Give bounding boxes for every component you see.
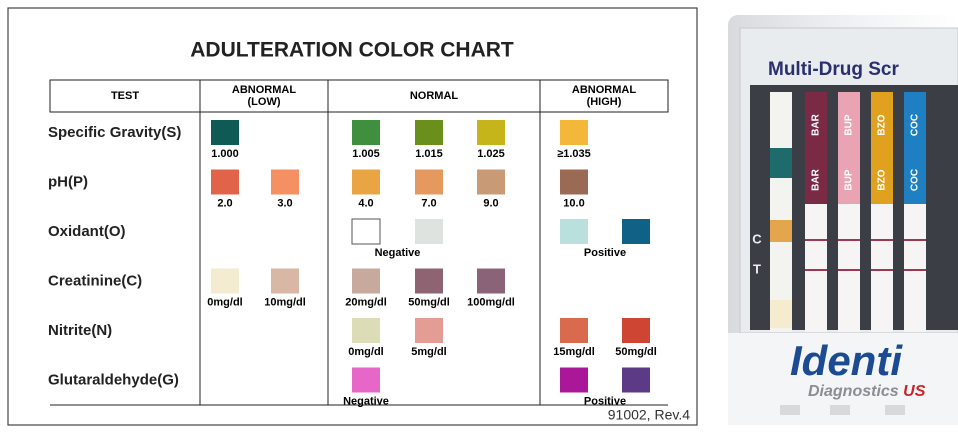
strip-label: BZO	[877, 169, 888, 190]
column-header: NORMAL	[410, 90, 459, 102]
color-swatch	[352, 268, 380, 294]
swatch-label: 10mg/dl	[264, 296, 306, 308]
color-swatch	[560, 120, 588, 145]
color-swatch	[477, 120, 505, 145]
color-swatch	[352, 120, 380, 145]
strip-band	[904, 92, 926, 204]
column-header: (HIGH)	[587, 96, 622, 108]
swatch-label: 4.0	[358, 197, 373, 209]
swatch-label: 1.005	[352, 148, 380, 160]
color-swatch	[560, 367, 588, 393]
strip-band	[871, 92, 893, 204]
color-swatch	[560, 219, 588, 244]
strip-label: COC	[910, 169, 921, 191]
color-swatch	[415, 120, 443, 145]
column-header: TEST	[111, 90, 139, 102]
swatch-label: 15mg/dl	[553, 346, 595, 358]
strip-label: BZO	[877, 114, 888, 135]
row-name: Nitrite(N)	[48, 322, 112, 339]
column-header: ABNORMAL	[232, 84, 296, 96]
row-name: Creatinine(C)	[48, 272, 142, 289]
column-header: (LOW)	[248, 96, 281, 108]
swatch-label: 0mg/dl	[348, 346, 383, 358]
row-name: Glutaraldehyde(G)	[48, 371, 179, 388]
color-swatch	[352, 318, 380, 343]
footer: 91002, Rev.4	[608, 407, 690, 423]
strip-label: BUP	[844, 114, 855, 135]
color-swatch	[622, 318, 650, 343]
swatch-label: ≥1.035	[557, 148, 591, 160]
chart-title: ADULTERATION COLOR CHART	[190, 39, 514, 62]
color-swatch	[352, 367, 380, 393]
swatch-label: 50mg/dl	[615, 346, 657, 358]
strip-band	[805, 92, 827, 204]
color-swatch	[415, 169, 443, 195]
swatch-label: 20mg/dl	[345, 296, 387, 308]
swatch-label: 9.0	[483, 197, 498, 209]
logo-sub-text: Diagnostics	[808, 383, 899, 400]
color-swatch	[622, 367, 650, 393]
test-letter: T	[753, 261, 761, 276]
strip-label: BUP	[844, 169, 855, 190]
color-swatch	[477, 169, 505, 195]
swatch-label: 100mg/dl	[467, 296, 515, 308]
column-lines	[50, 80, 668, 406]
color-swatch	[415, 219, 443, 244]
logo-country: US	[903, 383, 926, 400]
color-swatch	[271, 169, 299, 195]
strip-label: BAR	[811, 168, 822, 190]
swatch-label: 0mg/dl	[207, 296, 242, 308]
group-caption: Negative	[375, 247, 421, 259]
swatch-label: 5mg/dl	[411, 346, 446, 358]
header-box	[49, 79, 669, 113]
swatch-label: 1.025	[477, 148, 505, 160]
color-swatch	[211, 169, 239, 195]
color-swatch	[622, 219, 650, 244]
color-swatch	[351, 218, 381, 245]
swatch-label: 1.000	[211, 148, 239, 160]
column-header: ABNORMAL	[572, 84, 636, 96]
group-caption: Negative	[343, 395, 389, 407]
product-header: Multi-Drug Scr	[768, 59, 899, 80]
row-name: pH(P)	[48, 173, 88, 190]
strip-band	[838, 92, 860, 204]
product-photo: BAR BAR BUP BUP BZO BZO COC COC	[728, 15, 958, 425]
color-swatch	[211, 268, 239, 294]
swatch-label: 3.0	[277, 197, 292, 209]
swatch-label: 2.0	[217, 197, 232, 209]
row-name: Oxidant(O)	[48, 223, 126, 240]
swatch-label: 7.0	[421, 197, 436, 209]
strip-label: COC	[910, 114, 921, 136]
color-swatch	[560, 318, 588, 343]
color-swatch	[415, 318, 443, 343]
logo: Identi	[790, 337, 903, 384]
chart-card	[7, 7, 698, 426]
color-swatch	[211, 120, 239, 145]
color-swatch	[271, 268, 299, 294]
control-letter: C	[752, 231, 762, 246]
swatch-label: 50mg/dl	[408, 296, 450, 308]
strip-label: BAR	[811, 113, 822, 135]
color-swatch	[415, 268, 443, 294]
swatch-label: 10.0	[563, 197, 584, 209]
swatch-label: 1.015	[415, 148, 443, 160]
logo-sub: Diagnostics US	[808, 383, 926, 400]
color-swatch	[477, 268, 505, 294]
group-caption: Positive	[584, 395, 626, 407]
group-caption: Positive	[584, 247, 626, 259]
row-name: Specific Gravity(S)	[48, 124, 181, 141]
color-swatch	[352, 169, 380, 195]
color-swatch	[560, 169, 588, 195]
